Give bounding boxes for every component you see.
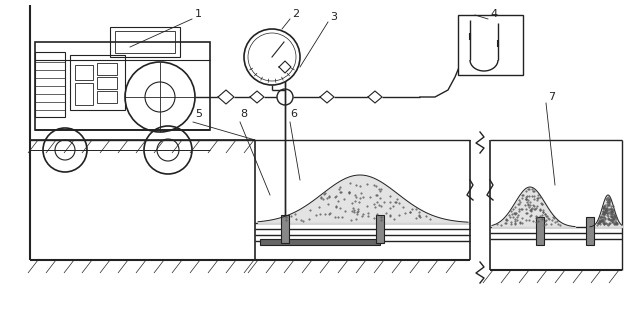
Bar xyxy=(35,52,65,117)
Text: 4: 4 xyxy=(490,9,497,19)
Polygon shape xyxy=(250,91,264,103)
Bar xyxy=(458,15,523,75)
Text: 1: 1 xyxy=(195,9,202,19)
Bar xyxy=(376,215,384,243)
Text: 8: 8 xyxy=(240,109,247,119)
Bar xyxy=(97,91,117,103)
Bar xyxy=(70,55,125,110)
Bar xyxy=(97,77,117,89)
Text: 2: 2 xyxy=(292,9,299,19)
Bar xyxy=(35,42,210,130)
Text: 7: 7 xyxy=(548,92,555,102)
Polygon shape xyxy=(320,91,334,103)
Bar xyxy=(260,239,380,245)
Bar xyxy=(115,31,175,53)
Text: 6: 6 xyxy=(290,109,297,119)
Bar xyxy=(75,83,93,105)
Bar xyxy=(586,217,594,245)
Bar xyxy=(536,217,544,245)
Bar xyxy=(75,65,93,80)
Text: 3: 3 xyxy=(330,12,337,22)
Circle shape xyxy=(244,29,300,85)
Polygon shape xyxy=(218,90,234,104)
Text: 5: 5 xyxy=(195,109,202,119)
Bar xyxy=(281,215,289,243)
Bar xyxy=(110,27,180,57)
Polygon shape xyxy=(368,91,382,103)
Bar xyxy=(97,63,117,75)
Circle shape xyxy=(277,89,293,105)
